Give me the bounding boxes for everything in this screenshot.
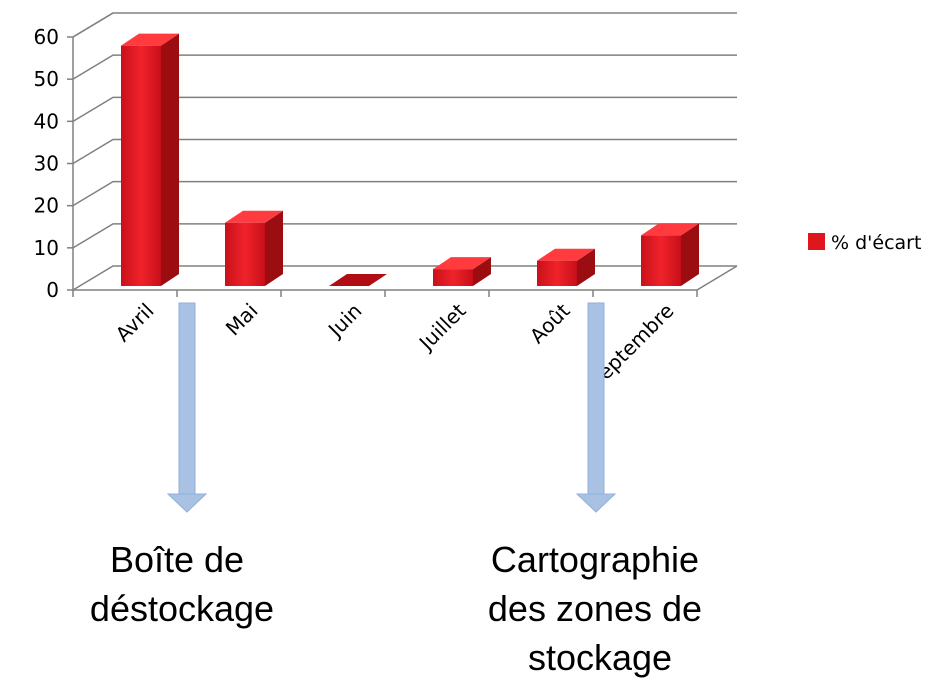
y-tick-label: 40 (34, 109, 59, 133)
bar-side (681, 223, 699, 286)
x-tick-label: Juin (322, 299, 366, 343)
gridline (72, 96, 737, 122)
y-tick-label: 30 (34, 152, 59, 176)
down-arrow-icon (166, 302, 208, 513)
y-tick-label: 10 (34, 236, 59, 260)
bar-front (433, 269, 473, 286)
annotation-destockage: Boîte de déstockage (90, 539, 274, 629)
legend-swatch (808, 233, 825, 250)
bar-mai (225, 210, 283, 286)
bar-top (641, 223, 699, 236)
x-tick-label: Août (525, 298, 575, 348)
bar-top (329, 274, 387, 286)
bar-front (641, 235, 681, 286)
annotation-cartographie-line-2: des zones de (488, 588, 702, 629)
bar-juin (329, 274, 387, 286)
y-tick-label: 0 (46, 278, 59, 302)
gridline (72, 223, 737, 249)
gridline (72, 54, 737, 80)
bar-front (225, 222, 265, 286)
annotation-cartographie-line-1: Cartographie (491, 539, 699, 580)
annotations: Boîte de déstockage Cartographie des zon… (90, 539, 712, 678)
x-tick-label: Juillet (413, 298, 471, 356)
annotation-cartographie: Cartographie des zones de stockage (488, 539, 712, 678)
bar-top (121, 33, 179, 46)
gridline (72, 138, 737, 165)
y-axis-ticks: 0 10 20 30 40 50 60 (34, 25, 59, 302)
legend: % d'écart (808, 232, 921, 254)
bar-top (433, 257, 491, 270)
bar-septembre (641, 223, 699, 286)
gridline (72, 12, 737, 38)
annotation-cartographie-line-3: stockage (528, 637, 672, 678)
x-tick-label: Mai (221, 299, 263, 341)
gridlines (67, 12, 737, 297)
bar-top (537, 248, 595, 261)
annotation-destockage-line-1: Boîte de (110, 539, 244, 580)
y-tick-label: 20 (34, 194, 59, 218)
bar-top (225, 210, 283, 223)
annotation-arrows (166, 302, 617, 513)
bar-side (473, 257, 491, 286)
y-tick-label: 50 (34, 67, 59, 91)
bar-front (537, 260, 577, 286)
x-tick-label: Avril (111, 299, 159, 347)
y-tick-label: 60 (34, 25, 59, 49)
legend-label: % d'écart (831, 232, 921, 254)
bars (121, 33, 699, 287)
bar-août (537, 248, 595, 286)
bar-side (577, 248, 595, 286)
bar-avril (121, 33, 179, 287)
bar-juillet (433, 257, 491, 286)
bar-side (161, 33, 179, 287)
bar-side (265, 210, 283, 286)
gridline (72, 180, 737, 207)
down-arrow-icon (575, 302, 617, 513)
gridline (72, 265, 737, 291)
bar-front (121, 45, 161, 287)
annotation-destockage-line-2: déstockage (90, 588, 274, 629)
